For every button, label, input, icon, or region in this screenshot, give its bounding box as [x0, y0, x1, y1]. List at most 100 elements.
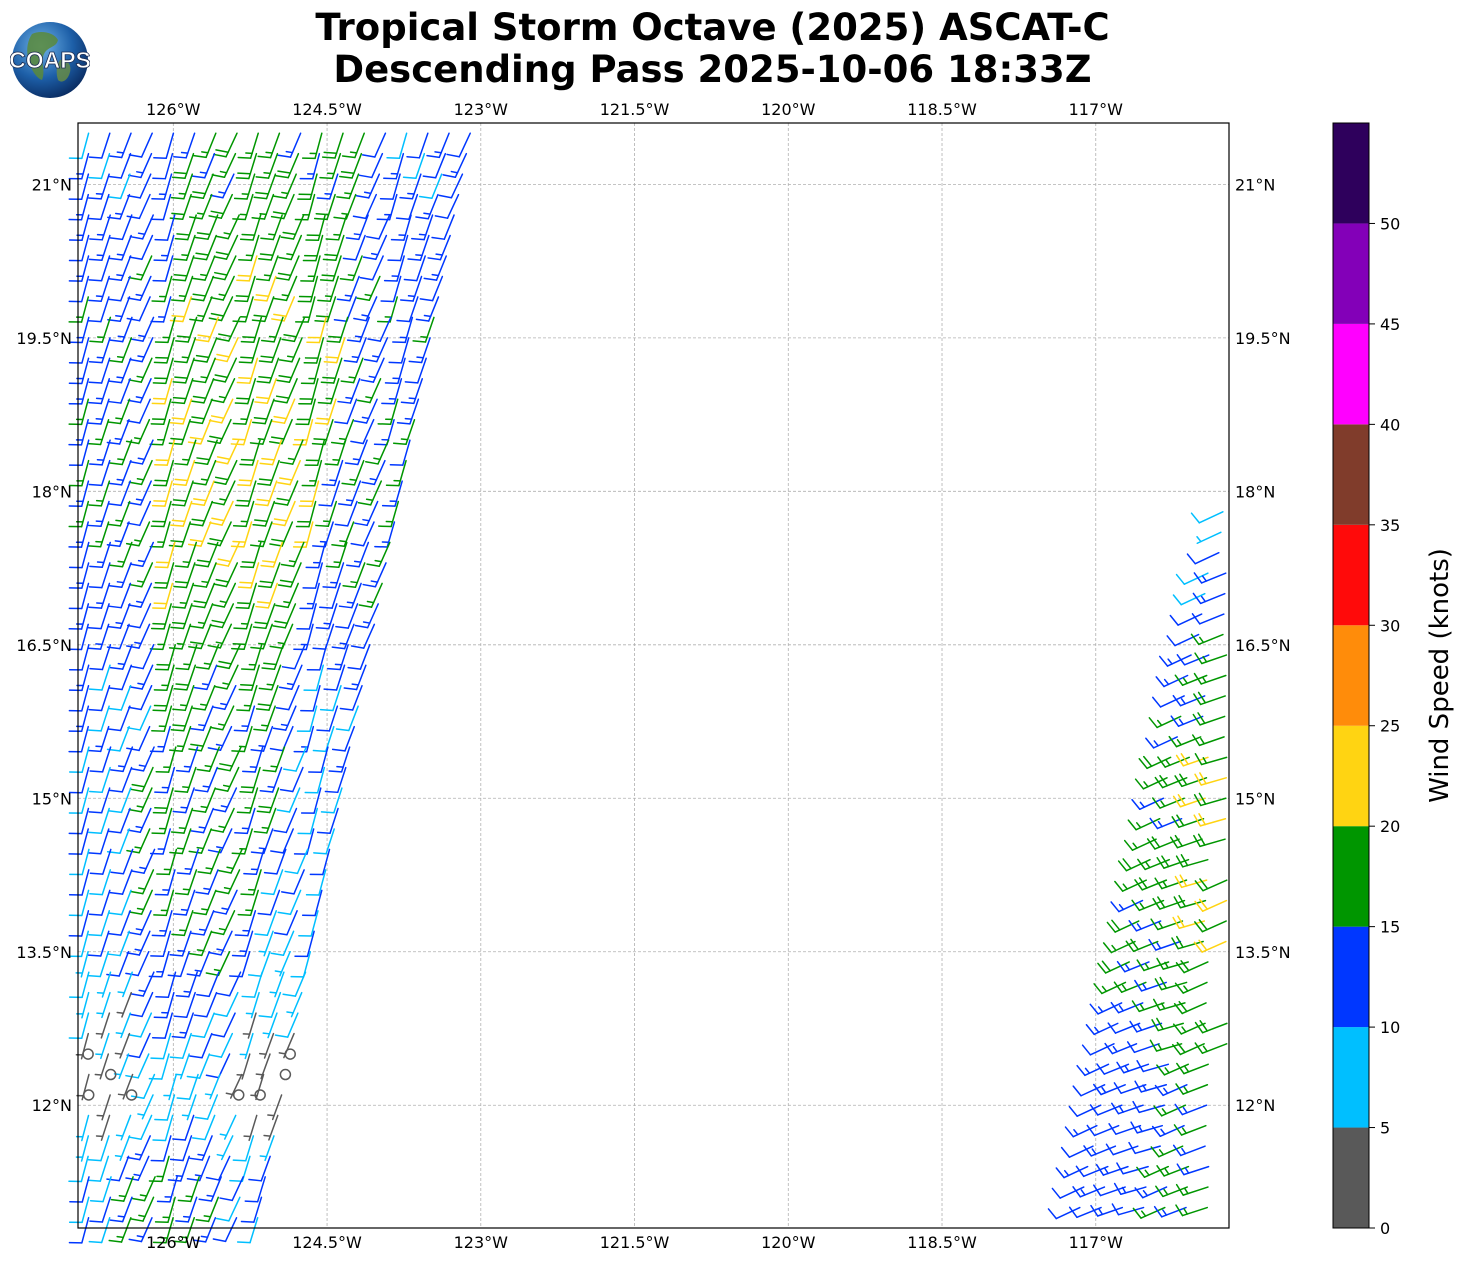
barb-full — [356, 297, 371, 301]
wind-barb — [68, 930, 90, 958]
wind-barb — [106, 930, 131, 957]
wind-barb — [211, 582, 237, 608]
barb-staff — [416, 357, 427, 384]
barb-full — [1093, 1083, 1102, 1096]
barb-full — [312, 545, 326, 548]
barb-staff — [286, 1012, 299, 1038]
wind-barb — [87, 1135, 110, 1162]
barb-full — [1153, 1105, 1163, 1117]
barb-half — [196, 846, 205, 850]
wind-barb — [1194, 1020, 1228, 1034]
barb-full — [192, 191, 206, 195]
barb-full — [219, 763, 233, 767]
barb-staff — [101, 644, 112, 671]
wind-barb — [108, 234, 132, 261]
lon-tick-label-top: 126°W — [146, 100, 201, 119]
wind-barb — [172, 357, 195, 384]
barb-full — [128, 706, 142, 711]
wind-barb — [127, 378, 152, 404]
barb-full — [89, 872, 104, 875]
barb-full — [1176, 1163, 1185, 1176]
barb-staff — [1183, 961, 1209, 974]
wind-barb — [127, 807, 152, 834]
lat-tick-label-right: 15°N — [1235, 789, 1275, 808]
barb-staff — [80, 623, 89, 651]
barb-full — [215, 1217, 230, 1222]
wind-barb — [317, 275, 340, 302]
wind-barb — [1190, 633, 1224, 646]
barb-full — [331, 748, 346, 752]
wind-barb — [1176, 1062, 1209, 1075]
wind-barb — [403, 255, 426, 282]
wind-barb — [153, 337, 175, 364]
barb-half — [1199, 636, 1205, 644]
barb-half — [1160, 1128, 1166, 1135]
barb-full — [126, 952, 141, 956]
barb-full — [399, 299, 414, 302]
barb-half — [178, 827, 187, 830]
wind-barb — [126, 500, 152, 527]
wind-barb — [343, 664, 367, 691]
wind-barb — [89, 848, 112, 875]
barb-full — [281, 666, 296, 670]
barb-full — [108, 1239, 123, 1243]
barb-full — [1172, 694, 1182, 707]
wind-barb — [1125, 938, 1159, 953]
wind-barb — [125, 418, 151, 445]
colorbar-tick-label: 50 — [1380, 214, 1400, 233]
barb-full — [109, 339, 124, 343]
barb-full — [175, 994, 190, 998]
barb-full — [191, 518, 206, 522]
barb-full — [1134, 1187, 1144, 1199]
barb-full — [336, 298, 351, 302]
wind-barb — [240, 541, 262, 569]
barb-full — [320, 811, 335, 814]
wind-barb — [88, 889, 111, 916]
wind-barb — [325, 541, 348, 568]
barb-full — [1127, 819, 1137, 831]
wind-barb — [1194, 919, 1227, 933]
barb-full — [231, 954, 246, 957]
barb-full — [1159, 774, 1169, 787]
barb-staff — [80, 725, 89, 753]
barb-full — [273, 400, 288, 404]
barb-staff — [140, 255, 153, 281]
barb-staff — [438, 132, 450, 159]
barb-half — [267, 785, 276, 789]
wind-barb — [273, 275, 298, 302]
wind-barb — [354, 500, 379, 527]
wind-barb — [343, 337, 367, 363]
wind-barb — [352, 193, 377, 220]
wind-barb — [1116, 1162, 1149, 1175]
barb-half — [1165, 759, 1171, 766]
wind-barb — [239, 1032, 254, 1060]
barb-full — [127, 829, 141, 834]
barb-half — [136, 375, 145, 379]
barb-full — [1130, 1121, 1138, 1134]
wind-barb — [68, 1155, 89, 1183]
barb-half — [1181, 1026, 1187, 1033]
barb-staff — [318, 869, 327, 896]
barb-half — [116, 253, 125, 256]
wind-barb — [1175, 853, 1209, 868]
barb-half — [183, 990, 192, 993]
wind-barb — [1123, 838, 1157, 851]
barb-staff — [204, 1114, 216, 1141]
barb-full — [195, 339, 210, 343]
wind-barb — [68, 1012, 90, 1040]
barb-full — [175, 769, 190, 773]
barb-full — [194, 461, 209, 466]
barb-full — [354, 522, 368, 527]
barb-full — [174, 580, 189, 584]
barb-staff — [231, 1176, 244, 1202]
barb-full — [1175, 573, 1186, 585]
barb-half — [1180, 698, 1186, 705]
wind-barb — [1176, 654, 1210, 666]
lon-tick-label-top: 118.5°W — [907, 100, 977, 119]
wind-barb — [446, 132, 471, 158]
barb-full — [1136, 1166, 1146, 1178]
barb-half — [255, 1073, 264, 1076]
barb-staff — [1122, 1165, 1149, 1175]
barb-full — [262, 560, 276, 563]
wind-barb — [1193, 792, 1227, 807]
